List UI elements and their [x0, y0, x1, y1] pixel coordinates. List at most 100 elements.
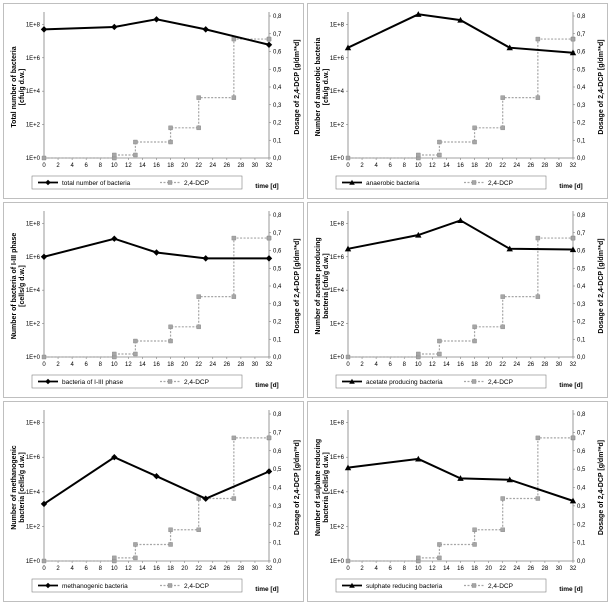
dcp-point — [535, 235, 541, 241]
dcp-point — [133, 351, 138, 357]
x-tick-label: 28 — [542, 566, 549, 572]
y-right-tick-label: 0,2 — [577, 522, 586, 528]
x-tick-label: 32 — [266, 163, 273, 169]
bacteria-point — [111, 23, 118, 31]
y-right-tick-label: 0,5 — [273, 467, 282, 473]
x-tick-label: 20 — [485, 163, 492, 169]
dcp-point — [570, 435, 576, 441]
bacteria-point — [506, 44, 513, 51]
y-right-tick-label: 0,8 — [577, 213, 586, 219]
x-axis-label: time [d] — [559, 382, 582, 389]
dcp-point — [133, 139, 138, 145]
x-tick-label: 14 — [139, 362, 146, 368]
y-right-tick-label: 0,3 — [577, 302, 586, 308]
y-left-tick-label: 1E+4 — [330, 288, 345, 294]
x-tick-label: 14 — [139, 163, 146, 169]
y-right-tick-label: 0,3 — [273, 103, 282, 109]
y-right-tick-label: 0,5 — [577, 467, 586, 473]
chart-panel-5: 0 2 4 6 8 10 12 14 16 18 20 22 24 26 28 30 32 1E+0 1E+2 1E+… — [3, 401, 304, 602]
dcp-point — [266, 36, 272, 42]
y-axis-label: Number of methanogenicbacteria [cells/g … — [11, 445, 26, 530]
y-left-tick-label: 1E+0 — [26, 355, 41, 361]
dcp-point — [535, 294, 541, 299]
legend-dcp-swatch-marker — [167, 583, 173, 588]
x-tick-label: 18 — [471, 362, 478, 368]
y-left-tick-label: 1E+0 — [26, 156, 41, 162]
y-right-tick-label: 0,0 — [273, 156, 282, 162]
x-tick-label: 28 — [238, 362, 245, 368]
y-right-tick-label: 0,4 — [273, 85, 282, 91]
x-tick-label: 32 — [570, 362, 577, 368]
x-tick-label: 6 — [389, 566, 393, 572]
chart-svg: 0 2 4 6 8 10 12 14 16 18 20 22 24 26 28 30 321E+01E+21E+… — [11, 211, 301, 389]
x-tick-label: 20 — [181, 566, 188, 572]
legend-box — [335, 374, 547, 389]
dcp-point — [196, 294, 201, 299]
y-axis-label-line: Number of anaerobic bacteria — [315, 37, 322, 136]
y-right-tick-label: 0,4 — [273, 486, 282, 492]
y-left-tick-label: 1E+0 — [330, 355, 345, 361]
y-left-tick-label: 1E+2 — [330, 524, 345, 530]
y-axis-label: Number of sulphate reducingbacteria [cel… — [315, 439, 330, 536]
dcp-point — [168, 542, 173, 547]
dcp-point — [266, 235, 272, 241]
dcp-point — [112, 152, 117, 158]
y-right-tick-label: 0,6 — [273, 249, 282, 255]
y2-axis-label: Dosage of 2,4-DCP [g/dm³*d] — [598, 238, 605, 333]
legend-box — [335, 175, 547, 190]
dcp-point — [231, 435, 237, 441]
x-tick-label: 32 — [570, 163, 577, 169]
y-axis-label-line: [cfu/g d.w.] — [323, 69, 330, 106]
legend-bacteria-label: methanogenic bacteria — [62, 583, 128, 590]
bacteria-point — [344, 245, 352, 252]
x-tick-label: 0 — [42, 566, 46, 572]
x-tick-label: 0 — [42, 362, 46, 368]
bacteria-point — [569, 497, 577, 504]
y-right-tick-label: 0,7 — [273, 430, 282, 436]
x-tick-label: 32 — [266, 566, 273, 572]
y-right-tick-label: 0,7 — [577, 430, 586, 436]
x-tick-label: 30 — [556, 163, 563, 169]
x-tick-label: 4 — [374, 566, 378, 572]
dcp-point — [345, 558, 351, 564]
x-tick-label: 30 — [556, 566, 563, 572]
dcp-point — [231, 294, 237, 299]
bacteria-point — [111, 235, 118, 242]
dcp-point — [437, 152, 442, 158]
x-tick-label: 4 — [70, 362, 74, 368]
dcp-point — [168, 324, 173, 330]
x-tick-label: 24 — [209, 362, 216, 368]
legend-dcp-label: 2,4-DCP — [184, 180, 209, 187]
x-tick-label: 14 — [443, 362, 450, 368]
bacteria-point — [153, 473, 160, 480]
y-axis-label-line: [cfu/g d.w.] — [19, 69, 26, 106]
bacteria-point — [506, 245, 513, 252]
x-tick-label: 26 — [527, 362, 534, 368]
dcp-point — [133, 555, 138, 561]
dcp-point — [345, 354, 351, 360]
x-tick-label: 30 — [556, 362, 563, 368]
x-tick-label: 22 — [195, 163, 202, 169]
legend-box — [335, 578, 547, 593]
x-tick-label: 8 — [403, 163, 407, 169]
dcp-point — [196, 125, 201, 131]
x-tick-label: 18 — [471, 163, 478, 169]
chart-panel-1: 0 2 4 6 8 10 12 14 16 18 20 22 24 26 28 30 32 1E+0 1E+2 1E+… — [3, 3, 304, 199]
x-tick-label: 0 — [42, 163, 46, 169]
x-tick-label: 6 — [85, 566, 89, 572]
y-left-tick-label: 1E+4 — [26, 288, 41, 294]
legend-dcp-swatch-marker — [471, 180, 477, 185]
x-tick-label: 22 — [195, 566, 202, 572]
y-left-tick-label: 1E+8 — [26, 421, 41, 427]
x-tick-label: 32 — [570, 566, 577, 572]
x-tick-label: 16 — [457, 163, 464, 169]
y-right-tick-label: 0,3 — [273, 302, 282, 308]
bacteria-point — [569, 246, 577, 253]
y-right-tick-label: 0,4 — [273, 284, 282, 290]
x-tick-label: 26 — [223, 163, 230, 169]
y-right-tick-label: 0,8 — [577, 412, 586, 418]
bacteria-point — [265, 255, 273, 262]
y-axis-label-line: Number of methanogenic — [11, 445, 18, 530]
x-tick-label: 10 — [111, 362, 118, 368]
legend-dcp-swatch-marker — [167, 180, 173, 185]
